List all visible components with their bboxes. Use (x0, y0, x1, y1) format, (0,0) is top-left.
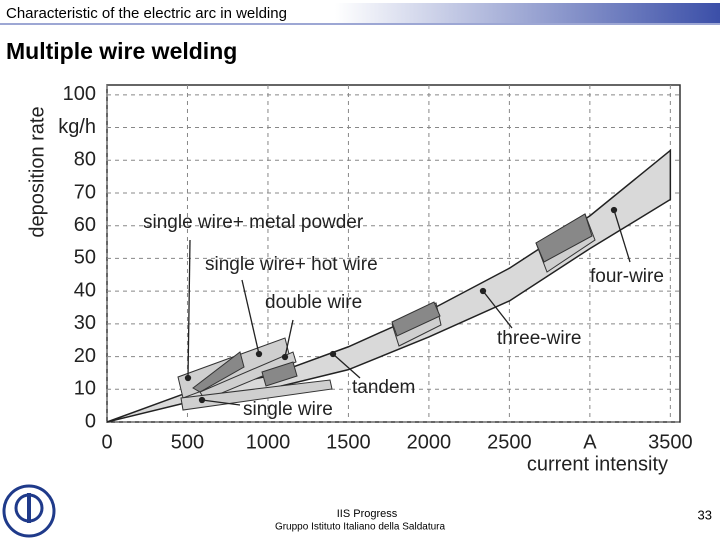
y-tick-label: 100 (63, 83, 96, 105)
annotation: tandem (352, 377, 415, 398)
region-tandem (261, 361, 298, 387)
region-four-wire-core (535, 213, 593, 263)
x-axis-title: current intensity (527, 453, 668, 475)
x-tick-label: A (583, 431, 597, 453)
annotation: three-wire (497, 328, 581, 349)
x-tick-label: 2500 (487, 431, 532, 453)
footer-org: IIS Progress (337, 508, 398, 520)
annotation: double wire (265, 292, 362, 313)
y-tick-label: 40 (74, 279, 96, 301)
y-axis-title: deposition rate (26, 106, 48, 237)
y-tick-label: 30 (74, 312, 96, 334)
x-tick-label: 500 (171, 431, 204, 453)
slide-title: Multiple wire welding (6, 38, 237, 64)
region-three-wire-core (391, 301, 441, 337)
band (106, 148, 672, 423)
y-tick-label: 70 (74, 181, 96, 203)
logo (2, 484, 56, 538)
header-title: Characteristic of the electric arc in we… (6, 5, 287, 22)
footer-org-full: Gruppo Istituto Italiano della Saldatura (275, 522, 446, 533)
annotations: single wire+ metal powder single wire+ ho… (143, 212, 664, 420)
pointers (184, 206, 631, 406)
x-tick-label: 3500 (648, 431, 693, 453)
y-tick-label: 60 (74, 214, 96, 236)
y-tick-label: kg/h (58, 116, 96, 138)
y-tick-label: 10 (74, 378, 96, 400)
annotation: single wire+ metal powder (143, 212, 364, 233)
x-tick-label: 2000 (407, 431, 452, 453)
y-tick-label: 50 (74, 247, 96, 269)
y-tick-label: 80 (74, 149, 96, 171)
annotation: single wire+ hot wire (205, 254, 378, 275)
x-tick-label: 0 (101, 431, 112, 453)
region-metal-powder-core (192, 351, 245, 393)
annotation: single wire (243, 399, 333, 420)
y-tick-label: 20 (74, 345, 96, 367)
annotation: four-wire (590, 266, 664, 287)
x-tick-label: 1500 (326, 431, 371, 453)
page-number: 33 (698, 507, 712, 522)
header-bar (335, 3, 720, 23)
y-tick-label: 0 (85, 410, 96, 432)
x-tick-label: 1000 (246, 431, 291, 453)
